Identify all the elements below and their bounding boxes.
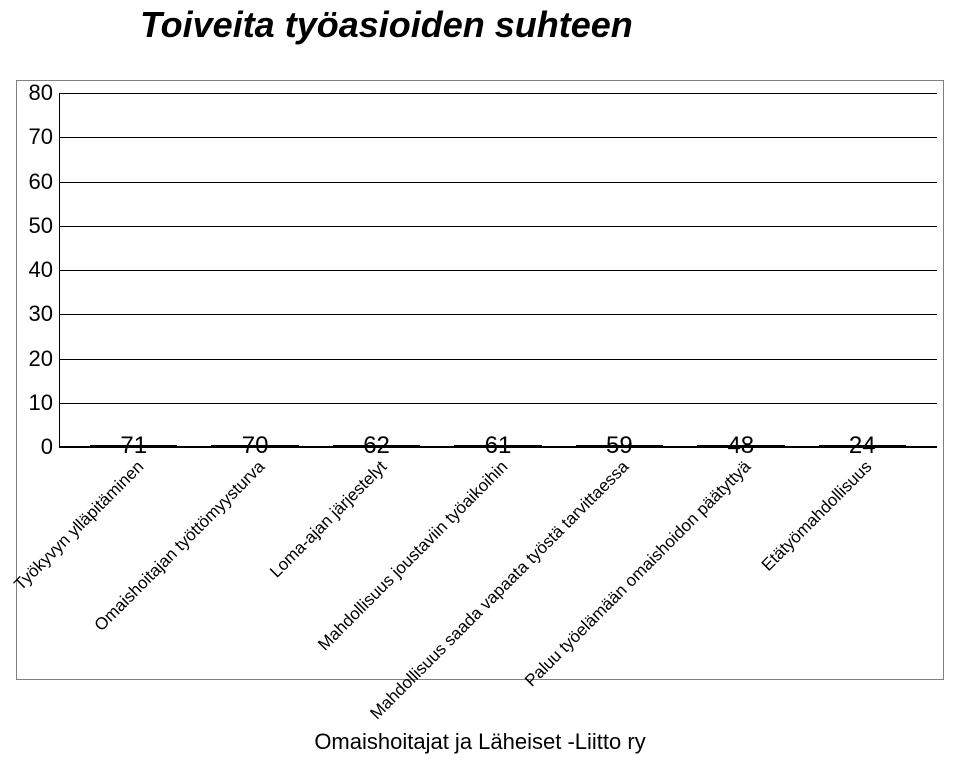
grid-line (59, 359, 937, 360)
x-tick-label: Loma-ajan järjestelyt (266, 457, 391, 582)
x-tick-label: Mahdollisuus joustaviin työaikoihin (314, 457, 512, 655)
grid-line (59, 182, 937, 183)
grid-line (59, 403, 937, 404)
y-tick-label: 30 (17, 301, 59, 327)
y-tick-label: 70 (17, 124, 59, 150)
plot-area: 71706261594824 01020304050607080 (59, 93, 937, 447)
chart-title: Toiveita työasioiden suhteen (140, 4, 633, 46)
y-tick-label: 20 (17, 346, 59, 372)
y-tick-label: 50 (17, 213, 59, 239)
x-tick-label: Etätyömahdollisuus (758, 457, 876, 575)
x-tick-label: Työkyvyn ylläpitäminen (10, 457, 148, 595)
y-tick-label: 10 (17, 390, 59, 416)
y-tick-label: 40 (17, 257, 59, 283)
y-tick-label: 60 (17, 169, 59, 195)
grid-line (59, 137, 937, 138)
grid-line (59, 270, 937, 271)
x-labels-group: Työkyvyn ylläpitäminenOmaishoitajan työt… (59, 447, 937, 667)
grid-line (59, 93, 937, 94)
grid-line (59, 314, 937, 315)
footer-text: Omaishoitajat ja Läheiset -Liitto ry (0, 729, 960, 755)
x-tick-label: Paluu työelämään omaishoidon päätyttyä (521, 457, 755, 691)
y-tick-label: 80 (17, 80, 59, 106)
x-tick-label: Mahdollisuus saada vapaata työstä tarvit… (367, 457, 634, 724)
grid-line (59, 226, 937, 227)
chart-container: 71706261594824 01020304050607080 Työkyvy… (16, 80, 944, 680)
y-tick-label: 0 (17, 434, 59, 460)
